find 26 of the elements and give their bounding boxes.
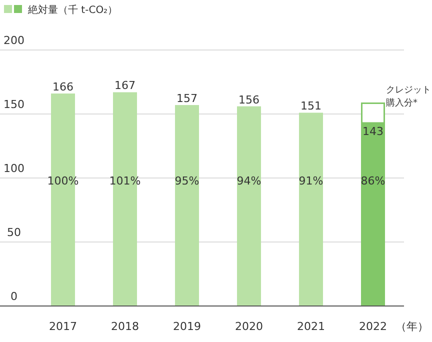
xtick: 2022 [359,320,387,333]
ytick: 200 [4,34,24,47]
data-label: 151 [300,100,322,113]
annotation: 94% [236,174,262,188]
ytick: 150 [4,98,24,111]
annotation: 101% [109,174,141,188]
series-label: クレジット購入分* [386,85,431,108]
legend: 絶対量（千 t-CO₂） [28,5,118,16]
data-label: 156 [238,93,260,106]
data-label: 143 [362,124,384,138]
xtick: 2021 [297,320,325,333]
data-label: 157 [176,92,198,106]
xlabel: （年） [396,320,428,333]
ytick: 100 [4,162,24,175]
xtick: 2019 [173,320,201,333]
annotation: 86% [360,174,386,188]
ytick: 50 [7,226,21,239]
annotation: 95% [174,174,200,188]
xtick: 2020 [235,320,263,333]
data-label: 166 [52,80,74,94]
xtick: 2018 [111,320,139,333]
xtick: 2017 [49,320,77,333]
data-label: 167 [114,79,136,92]
annotation: 100% [47,174,79,188]
ytick: 0 [10,290,18,303]
annotation: 91% [298,174,324,188]
